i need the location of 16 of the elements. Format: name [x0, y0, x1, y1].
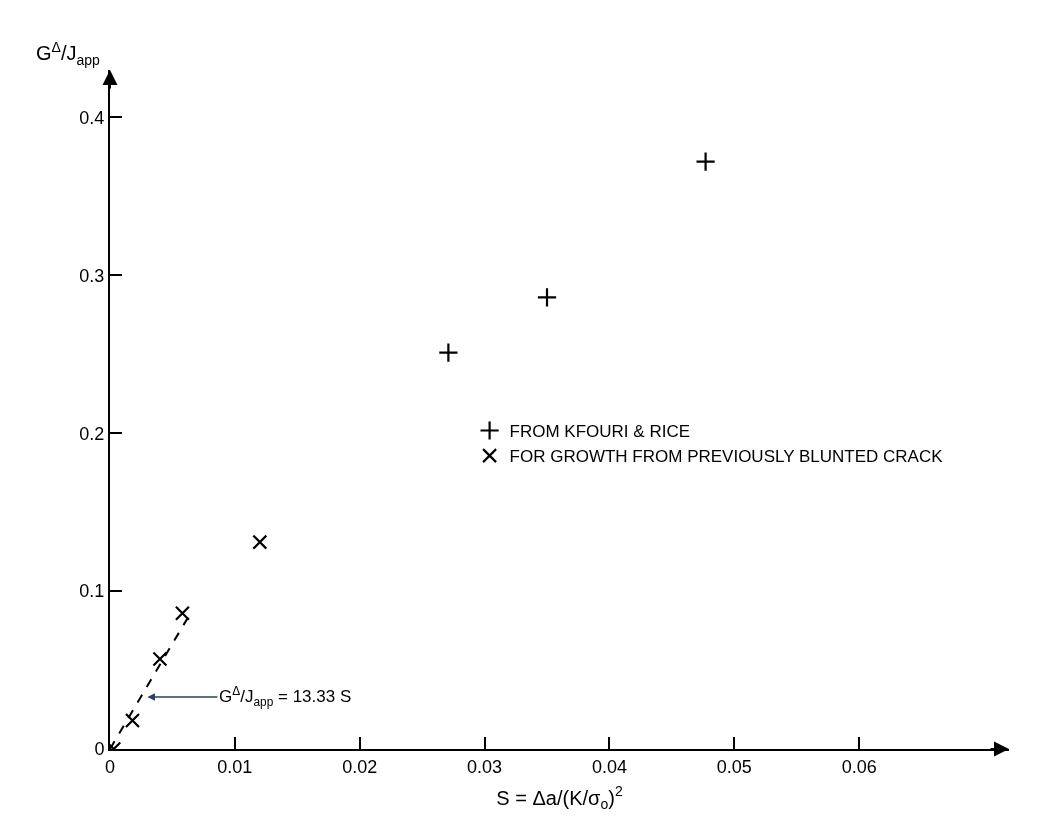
x-axis-title: S = Δa/(K/σ$_{o}$)$^{2}$: [496, 783, 623, 812]
y-axis-title: G$^{Δ}$/J$_{app}$: [36, 39, 101, 68]
y-tick-label: 0.1: [79, 581, 105, 602]
y-tick-label: 0.2: [79, 423, 105, 444]
y-tick-label: 0.3: [79, 265, 105, 286]
x-tick-label: 0.06: [841, 756, 877, 777]
y-tick-label: 0.4: [79, 107, 105, 128]
y-tick-label: 0: [94, 739, 105, 760]
legend-label: FOR GROWTH FROM PREVIOUSLY BLUNTED CRACK: [509, 447, 944, 467]
x-tick-label: 0.02: [342, 756, 378, 777]
legend-label: FROM KFOURI & RICE: [509, 422, 691, 442]
annotation: G$^{Δ}$/J$_{app}$ = 13.33 S: [219, 684, 352, 709]
x-tick-label: 0.05: [716, 756, 752, 777]
x-tick-label: 0.03: [467, 756, 503, 777]
x-tick-label: 0.04: [591, 756, 627, 777]
x-tick-label: 0.01: [217, 756, 253, 777]
